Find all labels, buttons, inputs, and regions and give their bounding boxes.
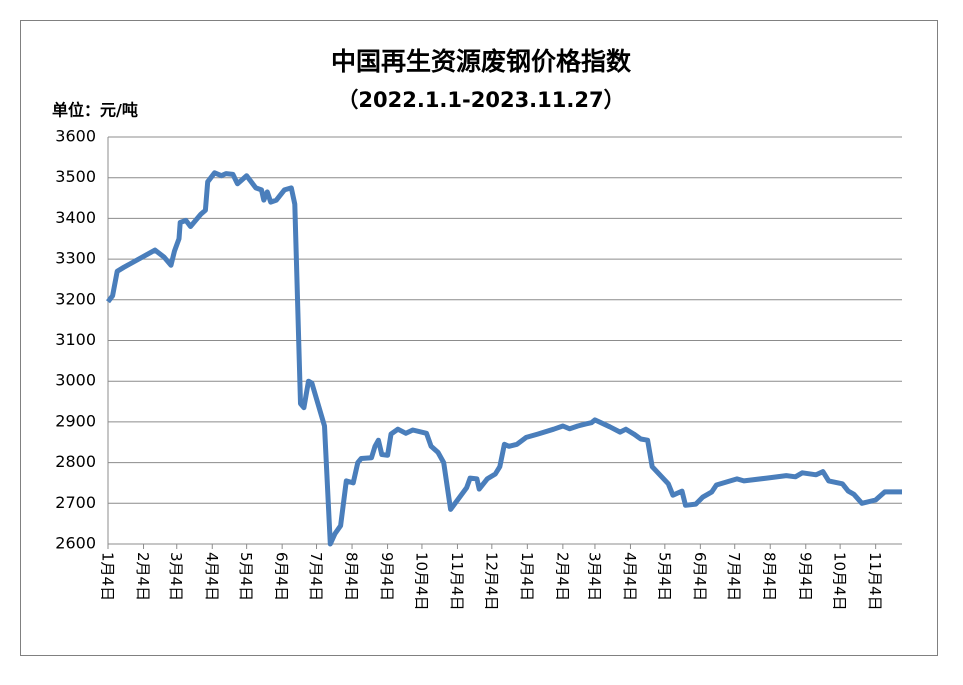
y-tick-label: 2600 <box>55 534 96 553</box>
y-axis-label: 单位：元/吨 <box>52 101 138 120</box>
x-tick-label: 8月4日 <box>343 552 361 601</box>
x-tick-label: 5月4日 <box>237 552 255 601</box>
series-line <box>106 170 902 547</box>
x-tick-label: 3月4日 <box>585 552 603 601</box>
chart-title: 中国再生资源废钢价格指数 <box>331 47 632 76</box>
x-tick-label: 8月4日 <box>761 552 779 601</box>
y-tick-label: 3000 <box>55 371 96 390</box>
y-tick-label: 2700 <box>55 493 96 512</box>
x-tick-label: 11月4日 <box>866 552 884 611</box>
y-tick-label: 3400 <box>55 208 96 227</box>
y-tick-label: 2800 <box>55 452 96 471</box>
chart-subtitle: （2022.1.1-2023.11.27） <box>337 88 624 112</box>
y-tick-label: 3600 <box>55 127 96 146</box>
x-tick-label: 10月4日 <box>412 552 430 611</box>
x-tick-label: 9月4日 <box>378 552 396 601</box>
y-tick-label: 2900 <box>55 411 96 430</box>
y-tick-label: 3100 <box>55 330 96 349</box>
x-tick-label: 1月4日 <box>99 552 117 601</box>
x-tick-label: 12月4日 <box>482 552 500 611</box>
x-tick-label: 7月4日 <box>307 552 325 601</box>
y-tick-label: 3300 <box>55 249 96 268</box>
x-tick-label: 1月4日 <box>518 552 536 601</box>
x-tick-label: 2月4日 <box>553 552 571 601</box>
x-tick-label: 11月4日 <box>448 552 466 611</box>
x-tick-label: 6月4日 <box>273 552 291 601</box>
x-tick-label: 10月4日 <box>831 552 849 611</box>
x-tick-label: 6月4日 <box>691 552 709 601</box>
x-tick-label: 9月4日 <box>796 552 814 601</box>
x-tick-label: 4月4日 <box>203 552 221 601</box>
x-tick-label: 7月4日 <box>725 552 743 601</box>
y-tick-label: 3500 <box>55 167 96 186</box>
x-tick-label: 4月4日 <box>621 552 639 601</box>
x-tick-label: 5月4日 <box>655 552 673 601</box>
chart-border <box>20 20 938 656</box>
x-tick-label: 3月4日 <box>167 552 185 601</box>
x-tick-label: 2月4日 <box>134 552 152 601</box>
y-tick-label: 3200 <box>55 289 96 308</box>
